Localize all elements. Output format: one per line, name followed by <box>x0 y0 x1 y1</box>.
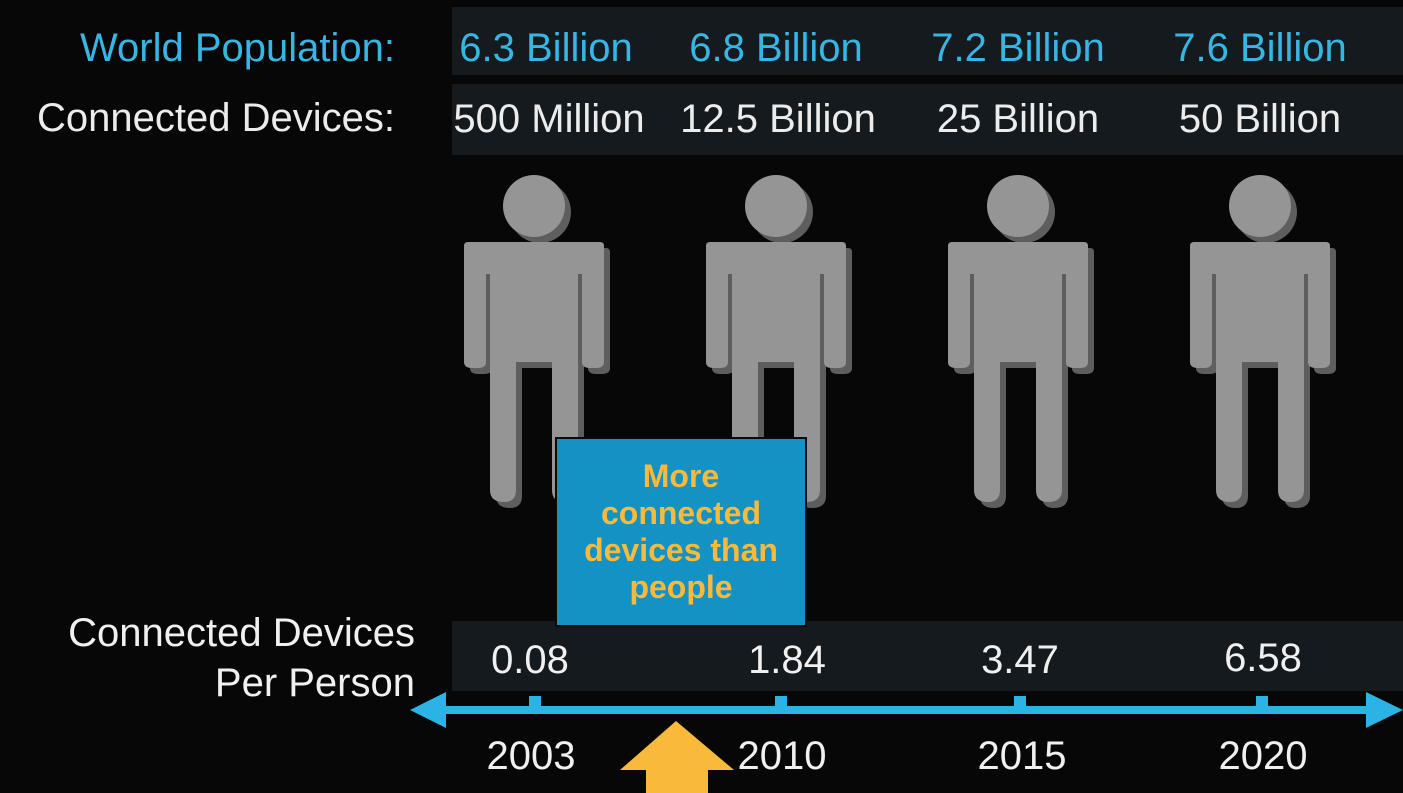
devices-band <box>452 84 1403 155</box>
population-band <box>452 7 1403 75</box>
devices-value-2015: 25 Billion <box>936 97 1100 141</box>
year-label-2015: 2015 <box>977 734 1067 778</box>
devices-value-2010: 12.5 Billion <box>680 97 876 141</box>
timeline-tick-2003 <box>529 696 541 708</box>
population-value-2010: 6.8 Billion <box>689 26 863 70</box>
connected-devices-label: Connected Devices: <box>37 96 395 140</box>
world-population-label: World Population: <box>80 26 395 70</box>
population-value-2015: 7.2 Billion <box>931 26 1105 70</box>
year-label-2020: 2020 <box>1218 734 1308 778</box>
per-person-value-2010: 1.84 <box>748 638 826 682</box>
per-person-value-2020: 6.58 <box>1224 636 1302 680</box>
devices-value-2020: 50 Billion <box>1178 97 1342 141</box>
up-arrow-icon <box>620 721 734 793</box>
devices-per-person-label-line2: Per Person <box>214 661 415 705</box>
per-person-value-2003: 0.08 <box>491 638 569 682</box>
timeline-left-arrowhead <box>410 692 446 728</box>
timeline-tick-2020 <box>1256 696 1268 708</box>
devices-per-person-label-line1: Connected Devices <box>68 611 415 655</box>
timeline-right-arrowhead <box>1366 692 1403 728</box>
year-label-2010: 2010 <box>737 734 827 778</box>
year-label-2003: 2003 <box>486 734 576 778</box>
per-person-band <box>452 621 1403 691</box>
population-value-2020: 7.6 Billion <box>1173 26 1347 70</box>
devices-per-person-label: Connected Devices Per Person <box>68 608 415 708</box>
timeline-tick-2015 <box>1014 696 1026 708</box>
devices-value-2003: 500 Million <box>453 97 645 141</box>
timeline-line <box>436 706 1376 714</box>
timeline-tick-2010 <box>775 696 787 708</box>
per-person-value-2015: 3.47 <box>981 638 1059 682</box>
callout-box: More connected devices than people <box>555 437 807 627</box>
timeline-arrow-icon <box>410 692 1403 728</box>
callout-text: More connected devices than people <box>584 458 778 605</box>
population-value-2003: 6.3 Billion <box>459 26 633 70</box>
